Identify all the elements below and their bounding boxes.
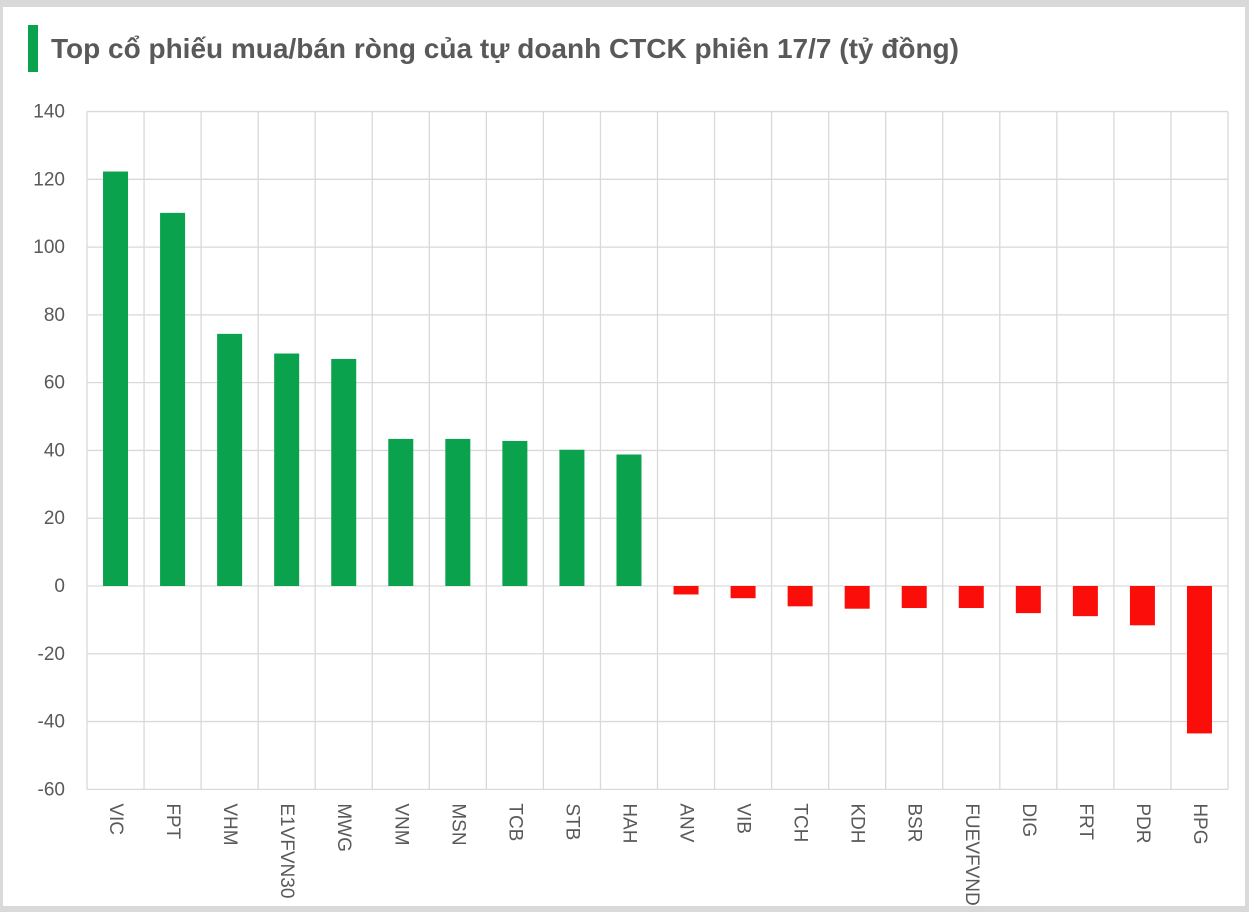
x-category-label: KDH	[847, 803, 868, 843]
bar-vnm	[388, 438, 414, 586]
x-category-label: PDR	[1132, 803, 1153, 843]
bar-vhm	[217, 333, 243, 586]
bar-fuevfvnd	[958, 586, 984, 609]
bar-tcb	[502, 440, 528, 586]
bar-hpg	[1186, 586, 1212, 734]
x-category-label: BSR	[904, 803, 925, 842]
bar-pdr	[1129, 586, 1155, 626]
y-tick-label: 20	[44, 508, 65, 529]
y-tick-label: 120	[33, 169, 65, 190]
title-accent-bar	[28, 25, 38, 72]
x-category-label: VIB	[733, 803, 754, 834]
bar-kdh	[844, 586, 870, 609]
y-tick-label: 40	[44, 440, 65, 461]
x-category-label: FUEVFVND	[961, 803, 982, 905]
x-category-label: TCB	[504, 803, 525, 841]
bar-frt	[1072, 586, 1098, 617]
x-category-label: VIC	[105, 803, 126, 835]
x-category-label: FRT	[1075, 803, 1096, 840]
title-row: Top cổ phiếu mua/bán ròng của tự doanh C…	[28, 25, 959, 72]
bar-e1vfvn30	[274, 353, 300, 586]
x-category-label: VHM	[219, 803, 240, 845]
bar-vib	[730, 586, 756, 599]
x-category-label: MSN	[447, 803, 468, 845]
bar-hah	[616, 454, 642, 586]
y-tick-label: -40	[38, 712, 65, 733]
bar-anv	[673, 586, 699, 595]
y-tick-label: 100	[33, 237, 65, 258]
y-tick-label: 140	[33, 102, 65, 123]
bar-msn	[445, 438, 471, 586]
chart-title: Top cổ phiếu mua/bán ròng của tự doanh C…	[51, 32, 959, 64]
y-tick-label: -60	[38, 779, 65, 800]
x-category-label: VNM	[390, 803, 411, 845]
bar-fpt	[160, 212, 186, 586]
bar-tch	[787, 586, 813, 607]
x-category-label: FPT	[162, 803, 183, 839]
bar-chart: -60 -40 -20 0 20 40 60 80 100 120 140 VIC FPT VHM E1VF…	[33, 102, 1229, 906]
y-tick-label: -20	[38, 644, 65, 665]
x-category-label: DIG	[1018, 803, 1039, 837]
x-category-label: HAH	[618, 803, 639, 843]
bar-vic	[103, 171, 129, 586]
x-category-label: STB	[561, 803, 582, 840]
x-category-label: ANV	[676, 803, 697, 842]
y-tick-label: 60	[44, 373, 65, 394]
bar-mwg	[331, 358, 357, 586]
x-category-label: TCH	[790, 803, 811, 842]
x-category-label: HPG	[1189, 803, 1210, 844]
bar-stb	[559, 449, 585, 586]
bar-bsr	[901, 586, 927, 609]
x-category-label: MWG	[333, 803, 354, 852]
bar-dig	[1015, 586, 1041, 614]
y-tick-label: 80	[44, 305, 65, 326]
x-category-label: E1VFVN30	[276, 803, 297, 898]
y-tick-label: 0	[54, 576, 65, 597]
